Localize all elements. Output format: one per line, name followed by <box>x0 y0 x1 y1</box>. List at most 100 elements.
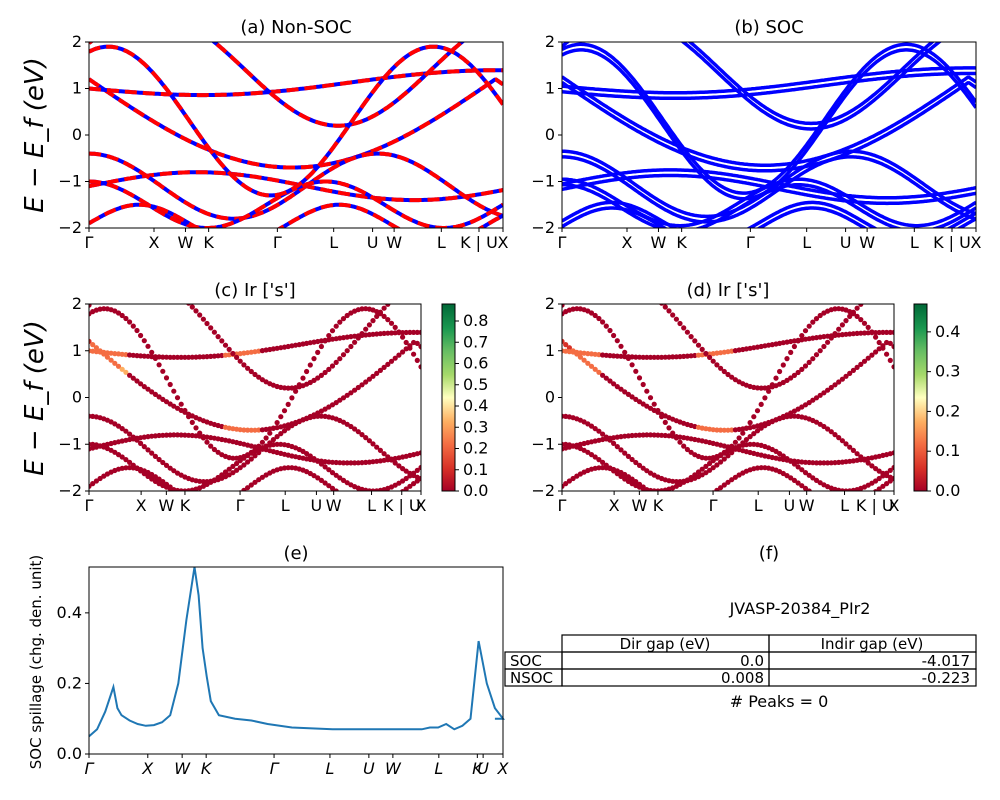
proj-point-c-5-65 <box>326 366 332 372</box>
proj-point-d-2-80 <box>854 451 860 457</box>
proj-point-c-5-54 <box>285 385 291 391</box>
proj-point-d-5-87 <box>880 283 885 288</box>
proj-point-c-5-89 <box>415 279 420 284</box>
proj-point-c-1-80 <box>381 364 387 370</box>
proj-point-c-5-7 <box>112 281 117 286</box>
proj-point-d-6-23 <box>644 487 650 491</box>
proj-point-c-6-72 <box>352 499 357 504</box>
proj-point-c-6-53 <box>281 465 288 471</box>
proj-point-d-5-35 <box>688 334 694 340</box>
proj-point-d-5-54 <box>758 385 764 391</box>
proj-point-c-7-30 <box>197 430 203 436</box>
proj-point-c-5-11 <box>127 275 132 280</box>
proj-point-d-5-1 <box>563 299 568 304</box>
panel-d-xtick-label-10: X <box>889 496 900 515</box>
proj-point-c-5-1 <box>90 299 95 304</box>
proj-point-c-7-81 <box>385 317 391 323</box>
proj-point-d-5-37 <box>695 342 702 348</box>
panel-c-xtick-label-4: Γ <box>236 496 245 515</box>
proj-point-d-1-75 <box>836 379 842 385</box>
proj-point-c-3-35 <box>215 353 221 359</box>
proj-point-c-7-63 <box>318 343 324 350</box>
proj-point-c-7-10 <box>123 315 129 322</box>
proj-point-d-6-19 <box>629 476 635 482</box>
panel-a-xtick-label-10: X <box>498 233 509 252</box>
proj-point-c-2-75 <box>363 435 369 441</box>
proj-point-d-5-20 <box>633 280 638 285</box>
proj-point-d-2-75 <box>836 435 842 441</box>
proj-point-c-5-14 <box>138 273 143 278</box>
proj-point-c-5-77 <box>370 318 376 324</box>
proj-point-d-7-33 <box>681 443 687 449</box>
proj-point-d-1-5 <box>577 354 584 360</box>
proj-point-c-6-44 <box>248 482 254 488</box>
proj-point-c-0-20 <box>160 432 166 438</box>
proj-point-d-0-68 <box>810 460 816 466</box>
proj-point-c-5-78 <box>374 313 380 319</box>
proj-point-c-5-0 <box>89 304 92 308</box>
proj-point-d-7-60 <box>780 362 786 368</box>
proj-point-d-1-18 <box>625 391 632 397</box>
panel-b-ytick-label-1: −1 <box>531 172 555 191</box>
proj-point-d-4-64 <box>795 464 801 470</box>
proj-point-d-5-65 <box>799 366 805 372</box>
proj-point-c-6-46 <box>256 477 262 483</box>
proj-point-d-2-52 <box>751 431 757 437</box>
proj-point-d-7-25 <box>651 401 657 407</box>
proj-point-d-5-10 <box>596 276 601 281</box>
proj-point-d-7-14 <box>611 332 617 339</box>
table-row-nsoc-label: NSOC <box>510 669 553 687</box>
proj-point-c-1-76 <box>366 376 372 382</box>
proj-point-d-0-70 <box>817 460 823 466</box>
proj-point-d-6-37 <box>696 499 701 504</box>
proj-point-c-1-46 <box>256 427 262 433</box>
proj-point-c-7-87 <box>407 345 413 351</box>
proj-point-d-4-87 <box>880 473 886 479</box>
proj-point-d-7-67 <box>806 323 812 329</box>
proj-point-d-3-14 <box>611 353 617 359</box>
proj-point-c-2-82 <box>388 457 395 463</box>
proj-point-d-1-45 <box>725 427 731 433</box>
proj-point-c-3-30 <box>197 354 203 360</box>
proj-point-c-0-27 <box>186 432 192 438</box>
proj-point-c-7-49 <box>267 430 273 436</box>
proj-point-d-5-86 <box>877 285 882 290</box>
proj-point-c-6-43 <box>245 485 251 491</box>
panel-d-ytick-label-1: −1 <box>531 434 555 453</box>
proj-point-c-7-14 <box>138 332 144 339</box>
panel-c-plot <box>89 273 421 504</box>
panel-d-plot <box>562 276 894 505</box>
proj-point-d-5-84 <box>869 291 874 296</box>
proj-point-d-0-21 <box>636 432 643 438</box>
proj-point-d-6-36 <box>692 500 697 505</box>
proj-point-d-7-69 <box>813 316 820 322</box>
proj-point-d-4-39 <box>703 463 709 469</box>
proj-point-d-2-42 <box>714 462 720 468</box>
panel-e-xtick-label-9: K <box>472 759 484 778</box>
proj-point-d-7-29 <box>666 425 672 431</box>
proj-point-d-5-34 <box>684 329 691 335</box>
proj-point-d-7-90 <box>891 364 894 370</box>
proj-point-d-2-16 <box>618 447 624 453</box>
proj-point-d-7-49 <box>740 430 746 436</box>
proj-point-c-7-31 <box>200 435 206 441</box>
proj-point-c-4-90 <box>418 464 421 471</box>
proj-point-c-4-88 <box>411 470 417 476</box>
proj-point-c-2-41 <box>237 465 243 471</box>
proj-point-c-6-88 <box>411 481 417 487</box>
proj-point-c-2-54 <box>285 425 291 431</box>
proj-point-d-7-28 <box>662 419 668 425</box>
proj-point-c-0-71 <box>348 460 354 466</box>
panel-a-xtick-label-0: Γ <box>85 233 94 252</box>
proj-point-d-6-54 <box>758 465 764 471</box>
panel-d-xtick-label-7: W <box>799 496 815 515</box>
proj-point-d-6-21 <box>636 481 643 487</box>
proj-point-d-7-51 <box>747 420 753 426</box>
proj-point-d-5-23 <box>644 287 649 292</box>
proj-point-c-1-14 <box>138 381 144 387</box>
proj-point-d-3-90 <box>891 329 894 335</box>
proj-point-c-5-4 <box>101 289 106 294</box>
proj-point-d-7-55 <box>762 395 768 401</box>
proj-point-d-4-10 <box>596 457 602 463</box>
proj-point-c-7-48 <box>263 435 269 441</box>
